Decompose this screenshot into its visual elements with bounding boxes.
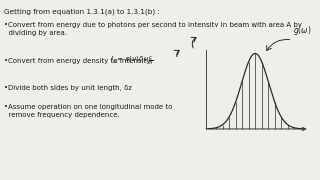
Text: •Convert from energy due to photons per second to intensity in beam with area A : •Convert from energy due to photons per … [4, 22, 302, 37]
Text: $g(\omega)$: $g(\omega)$ [293, 24, 312, 37]
Text: •Assume operation on one longitudinal mode to
  remove frequency dependence.: •Assume operation on one longitudinal mo… [4, 104, 172, 118]
Text: $I_o = \rho(\nu)\delta\nu\,\frac{c}{n}$: $I_o = \rho(\nu)\delta\nu\,\frac{c}{n}$ [110, 55, 154, 67]
FancyArrowPatch shape [191, 37, 196, 48]
Text: •Divide both sides by unit length, δz: •Divide both sides by unit length, δz [4, 85, 132, 91]
FancyArrowPatch shape [267, 39, 290, 50]
Text: Getting from equation 1.3.1(a) to 1.3.1(b) :: Getting from equation 1.3.1(a) to 1.3.1(… [4, 8, 160, 15]
FancyArrowPatch shape [174, 50, 179, 57]
Text: •Convert from energy density to intensity:: •Convert from energy density to intensit… [4, 58, 154, 64]
